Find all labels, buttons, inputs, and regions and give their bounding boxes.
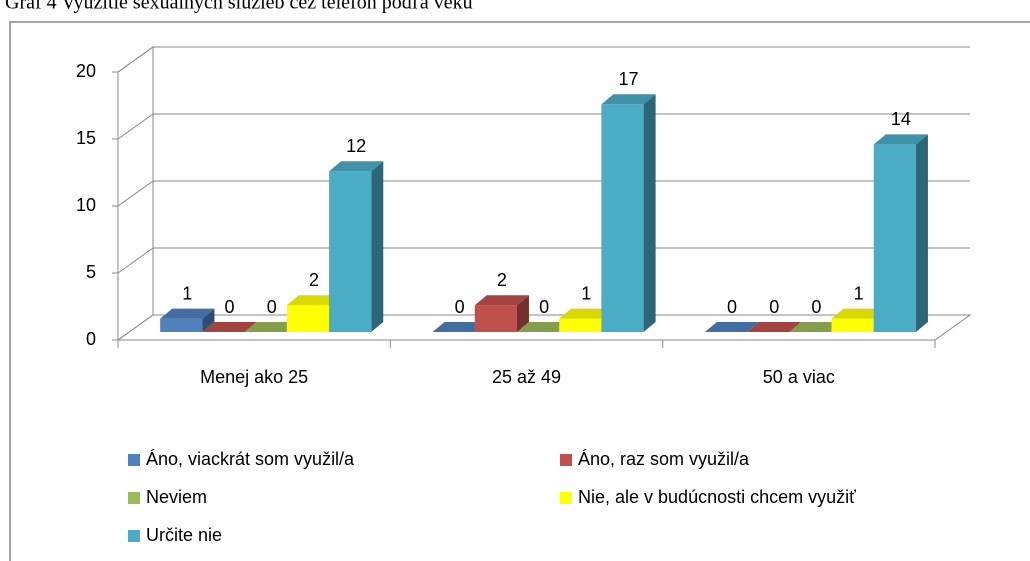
legend-swatch [560, 454, 572, 466]
floor [117, 314, 972, 341]
data-label: 0 [811, 297, 821, 317]
bar-side [202, 308, 215, 332]
legend-swatch [128, 530, 140, 542]
grid-line [117, 247, 154, 274]
data-label: 2 [497, 270, 507, 290]
bar [474, 305, 517, 332]
grid-line [117, 113, 154, 140]
data-label: 1 [182, 283, 192, 303]
bar [329, 171, 372, 332]
bar-top [329, 161, 384, 172]
data-label: 0 [225, 297, 235, 317]
bar-top [873, 134, 928, 145]
bar-side [516, 295, 529, 332]
bar-side [371, 161, 384, 332]
bar-top [474, 295, 529, 306]
bar-top [831, 308, 886, 319]
data-label: 0 [539, 297, 549, 317]
bar-top [202, 322, 257, 332]
legend-label: Neviem [146, 487, 207, 507]
chart-title: Graf 4 Využitie sexuálnych služieb cez t… [5, 0, 473, 14]
bar-top [432, 322, 487, 332]
y-tick-label: 20 [76, 61, 96, 81]
legend-swatch [560, 492, 572, 504]
legend-label: Áno, raz som využil/a [578, 449, 750, 469]
bar-top [244, 322, 299, 332]
y-tick-label: 15 [76, 128, 96, 148]
data-label: 17 [618, 69, 638, 89]
grid-line [117, 46, 154, 73]
bar [160, 318, 203, 332]
data-label: 1 [854, 283, 864, 303]
x-tick-label: 25 až 49 [492, 367, 561, 387]
x-tick-label: 50 a viac [763, 367, 835, 387]
data-label: 12 [346, 136, 366, 156]
bar [873, 144, 916, 332]
legend-swatch [128, 454, 140, 466]
bar-top [789, 322, 844, 332]
x-tick-label: Menej ako 25 [200, 367, 308, 387]
bar-side [643, 94, 656, 332]
data-label: 2 [309, 270, 319, 290]
bar-top [747, 322, 802, 332]
bar [831, 318, 874, 332]
data-label: 1 [581, 283, 591, 303]
grid-line [117, 180, 154, 207]
bar-top [601, 94, 656, 105]
data-label: 0 [727, 297, 737, 317]
bar [601, 104, 644, 332]
bar-top [704, 322, 760, 332]
bar-top [559, 308, 614, 319]
chart-frame [9, 21, 1030, 561]
legend-label: Áno, viackrát som využil/a [146, 449, 355, 469]
data-label: 0 [769, 297, 779, 317]
y-tick-label: 10 [76, 195, 96, 215]
data-label: 14 [891, 109, 911, 129]
data-label: 0 [455, 297, 465, 317]
legend-label: Nie, ale v budúcnosti chcem využiť [578, 487, 856, 507]
y-tick-label: 0 [86, 329, 96, 349]
bar-top [516, 322, 572, 332]
bar-top [160, 308, 215, 319]
bar [286, 305, 330, 332]
data-label: 0 [267, 297, 277, 317]
y-tick-label: 5 [86, 262, 96, 282]
legend-swatch [128, 492, 140, 504]
bar-side [915, 134, 928, 332]
legend-label: Určite nie [146, 525, 222, 545]
bar-top [286, 295, 342, 306]
bar [559, 318, 602, 332]
